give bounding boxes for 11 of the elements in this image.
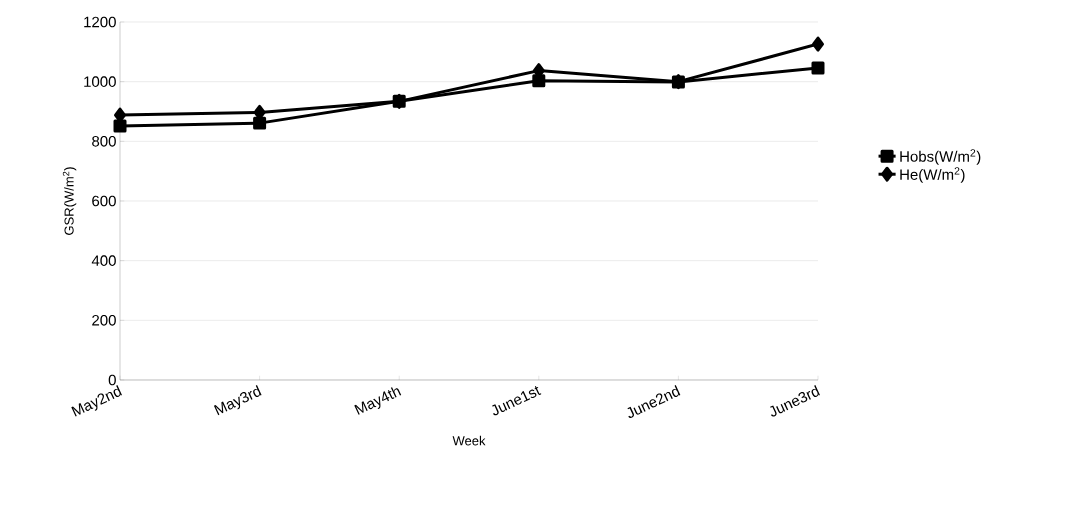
legend-label: Hobs(W/m$^{2}$) xyxy=(900,149,981,165)
y-tick-label: 1200 xyxy=(84,16,116,28)
y-tick-label: 0 xyxy=(108,374,116,386)
y-tick-label: 800 xyxy=(92,136,116,147)
legend-label: He(W/m$^{2}$) xyxy=(900,167,965,183)
y-tick-label: 400 xyxy=(91,255,116,266)
y-tick-label: 600 xyxy=(92,195,116,207)
x-axis-title: Week xyxy=(452,435,486,446)
y-tick-label: 200 xyxy=(92,315,116,326)
y-tick-label: 1000 xyxy=(84,76,116,87)
y-axis-title: GSR(W/m$^{2}$) xyxy=(62,167,77,235)
